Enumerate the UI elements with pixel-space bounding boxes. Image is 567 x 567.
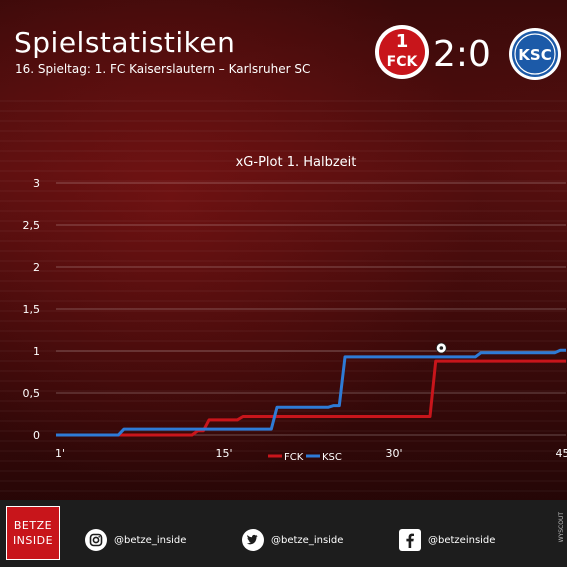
match-score: 2:0	[433, 34, 491, 75]
ksc-logo-text: KSC	[518, 46, 551, 64]
chart-series	[56, 348, 566, 437]
instagram-handle: @betze_inside	[114, 534, 187, 546]
instagram-link[interactable]: @betze_inside	[84, 528, 186, 552]
legend-label-fck: FCK	[284, 452, 304, 463]
y-tick-label: 1	[33, 345, 40, 358]
fck-logo-text: FCK	[387, 54, 419, 70]
soccer-ball-patch	[439, 346, 444, 350]
chart-title: xG-Plot 1. Halbzeit	[236, 155, 357, 170]
twitter-icon	[242, 529, 264, 551]
facebook-link[interactable]: @betzeinside	[398, 528, 495, 552]
twitter-handle: @betze_inside	[271, 534, 344, 546]
chart-legend: FCK KSC	[268, 452, 342, 463]
match-subtitle: 16. Spieltag: 1. FC Kaiserslautern – Kar…	[15, 62, 311, 76]
y-axis-labels: 0 0,5 1 1,5 2 2,5 3	[23, 177, 41, 442]
data-source-tag: WYSCOUT	[558, 512, 565, 543]
svg-text:1: 1	[396, 31, 409, 52]
y-tick-label: 3	[33, 177, 40, 190]
facebook-icon	[399, 529, 421, 551]
chart-grid	[56, 182, 566, 436]
brand-logo: BETZE INSIDE	[6, 506, 60, 560]
x-tick-label: 1'	[55, 447, 65, 460]
goal-markers	[435, 342, 447, 354]
y-tick-label: 0,5	[23, 387, 41, 400]
brand-line-1: BETZE	[13, 519, 53, 532]
legend-label-ksc: KSC	[322, 452, 342, 463]
twitter-link[interactable]: @betze_inside	[241, 528, 343, 552]
ksc-logo-icon: KSC	[509, 28, 561, 80]
page-title: Spielstatistiken	[14, 26, 236, 59]
instagram-icon	[85, 529, 107, 551]
x-axis-labels: 1' 15' 30' 45'	[55, 447, 567, 460]
facebook-handle: @betzeinside	[428, 534, 496, 546]
series-line-ksc	[56, 348, 566, 437]
series-line-fck	[56, 359, 566, 437]
soccer-ball-icon	[435, 342, 447, 354]
y-tick-label: 2,5	[23, 219, 41, 232]
footer: BETZE INSIDE @betze_inside @betze_inside…	[0, 500, 567, 567]
x-tick-label: 45'	[555, 447, 567, 460]
x-tick-label: 15'	[215, 447, 232, 460]
x-tick-label: 30'	[385, 447, 402, 460]
y-tick-label: 2	[33, 261, 40, 274]
y-tick-label: 1,5	[23, 303, 41, 316]
scoreboard: 1 FCK 2:0 KSC	[367, 22, 567, 92]
fck-logo-icon: 1 FCK	[375, 25, 429, 79]
y-tick-label: 0	[33, 429, 40, 442]
brand-line-2: INSIDE	[12, 534, 54, 547]
